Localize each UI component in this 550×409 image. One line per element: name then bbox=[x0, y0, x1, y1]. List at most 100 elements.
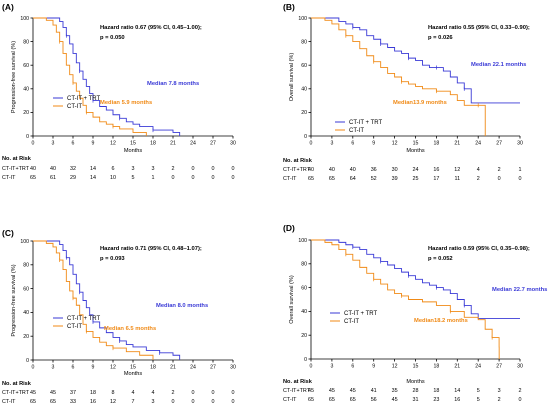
risk-value: 14 bbox=[90, 166, 96, 172]
risk-value: 16 bbox=[433, 167, 439, 173]
x-tick-label: 27 bbox=[210, 365, 216, 371]
risk-value: 17 bbox=[433, 176, 439, 182]
x-tick-label: 21 bbox=[454, 141, 460, 147]
y-tick-label: 0 bbox=[26, 134, 29, 140]
hazard-ratio-text: Hazard ratio 0.55 (95% CI, 0.33–0.90); bbox=[428, 25, 530, 31]
risk-value: 30 bbox=[392, 167, 398, 173]
x-tick-label: 3 bbox=[330, 141, 333, 147]
risk-row-label: CT-IT bbox=[283, 397, 297, 403]
p-value-text: p = 0.052 bbox=[428, 256, 453, 262]
risk-value: 3 bbox=[152, 399, 155, 405]
risk-value: 0 bbox=[192, 399, 195, 405]
x-tick-label: 30 bbox=[230, 365, 236, 371]
y-axis-label: Overall survival (%) bbox=[289, 275, 295, 324]
y-axis-label: Progression-free survival (%) bbox=[11, 41, 17, 113]
risk-row-label: CT-IT+TRT bbox=[283, 167, 311, 173]
risk-value: 40 bbox=[30, 166, 36, 172]
risk-value: 6 bbox=[112, 166, 115, 172]
x-tick-label: 9 bbox=[92, 141, 95, 147]
risk-table-header: No. at Risk bbox=[283, 379, 313, 385]
km-curve-ct-it bbox=[33, 17, 147, 136]
panel-label: (C) bbox=[2, 228, 14, 238]
risk-value: 0 bbox=[232, 399, 235, 405]
risk-value: 25 bbox=[413, 176, 419, 182]
x-axis-label: Months bbox=[124, 148, 143, 154]
risk-value: 65 bbox=[308, 176, 314, 182]
y-tick-label: 80 bbox=[301, 39, 307, 45]
median-label-ct-it-trt: Median 8.0 months bbox=[156, 303, 208, 309]
p-value-text: p = 0.050 bbox=[100, 35, 125, 41]
y-tick-label: 60 bbox=[301, 285, 307, 291]
risk-value: 0 bbox=[519, 176, 522, 182]
y-tick-label: 0 bbox=[304, 357, 307, 363]
median-label-ct-it: Median 6.5 months bbox=[104, 326, 156, 332]
risk-value: 4 bbox=[132, 390, 135, 396]
x-tick-label: 15 bbox=[413, 364, 419, 370]
y-tick-label: 80 bbox=[23, 39, 29, 45]
risk-value: 0 bbox=[519, 397, 522, 403]
x-tick-label: 15 bbox=[130, 365, 136, 371]
risk-value: 11 bbox=[454, 176, 460, 182]
legend-label: CT-IT bbox=[67, 324, 82, 330]
risk-value: 45 bbox=[50, 390, 56, 396]
x-tick-label: 0 bbox=[310, 364, 313, 370]
median-label-ct-it: Median 5.9 months bbox=[100, 100, 152, 106]
median-label-ct-it-trt: Median 22.7 months bbox=[492, 287, 547, 293]
risk-value: 10 bbox=[110, 175, 116, 181]
risk-value: 1 bbox=[152, 175, 155, 181]
risk-value: 0 bbox=[192, 175, 195, 181]
risk-value: 45 bbox=[392, 397, 398, 403]
risk-value: 5 bbox=[132, 175, 135, 181]
p-value-text: p = 0.026 bbox=[428, 35, 453, 41]
x-tick-label: 18 bbox=[150, 365, 156, 371]
x-tick-label: 27 bbox=[496, 364, 502, 370]
panel-label: (D) bbox=[283, 223, 295, 233]
risk-value: 65 bbox=[350, 397, 356, 403]
risk-value: 2 bbox=[477, 176, 480, 182]
x-tick-label: 6 bbox=[351, 141, 354, 147]
x-tick-label: 0 bbox=[310, 141, 313, 147]
median-label-ct-it: Median13.9 months bbox=[393, 100, 447, 106]
risk-value: 36 bbox=[371, 167, 377, 173]
km-curve-ct-it bbox=[311, 17, 486, 136]
risk-value: 0 bbox=[212, 399, 215, 405]
x-tick-label: 21 bbox=[170, 141, 176, 147]
risk-value: 12 bbox=[454, 167, 460, 173]
y-tick-label: 60 bbox=[301, 63, 307, 69]
y-tick-label: 20 bbox=[301, 333, 307, 339]
risk-value: 45 bbox=[30, 390, 36, 396]
x-tick-label: 6 bbox=[351, 364, 354, 370]
x-tick-label: 3 bbox=[52, 141, 55, 147]
x-tick-label: 12 bbox=[110, 365, 116, 371]
risk-value: 45 bbox=[350, 388, 356, 394]
risk-value: 5 bbox=[477, 397, 480, 403]
legend-label: CT-IT + TRT bbox=[344, 311, 378, 317]
y-tick-label: 100 bbox=[298, 16, 307, 22]
risk-value: 45 bbox=[308, 388, 314, 394]
km-curve-ct-it-trt bbox=[33, 240, 181, 360]
y-tick-label: 20 bbox=[23, 334, 29, 340]
y-tick-label: 40 bbox=[301, 309, 307, 315]
y-tick-label: 100 bbox=[20, 16, 29, 22]
y-tick-label: 60 bbox=[23, 286, 29, 292]
p-value-text: p = 0.093 bbox=[100, 256, 125, 262]
risk-value: 24 bbox=[413, 167, 419, 173]
risk-value: 61 bbox=[50, 175, 56, 181]
risk-value: 37 bbox=[70, 390, 76, 396]
risk-value: 0 bbox=[232, 175, 235, 181]
x-tick-label: 24 bbox=[475, 364, 481, 370]
risk-value: 40 bbox=[350, 167, 356, 173]
risk-value: 2 bbox=[172, 390, 175, 396]
y-tick-label: 20 bbox=[23, 110, 29, 116]
risk-row-label: CT-IT+TRT bbox=[2, 390, 30, 396]
risk-value: 2 bbox=[498, 397, 501, 403]
median-label-ct-it-trt: Median 7.8 months bbox=[147, 81, 199, 87]
risk-value: 0 bbox=[232, 166, 235, 172]
risk-table-header: No. at Risk bbox=[2, 156, 32, 162]
risk-value: 29 bbox=[70, 175, 76, 181]
risk-row-label: CT-IT bbox=[2, 175, 16, 181]
risk-value: 4 bbox=[477, 167, 480, 173]
